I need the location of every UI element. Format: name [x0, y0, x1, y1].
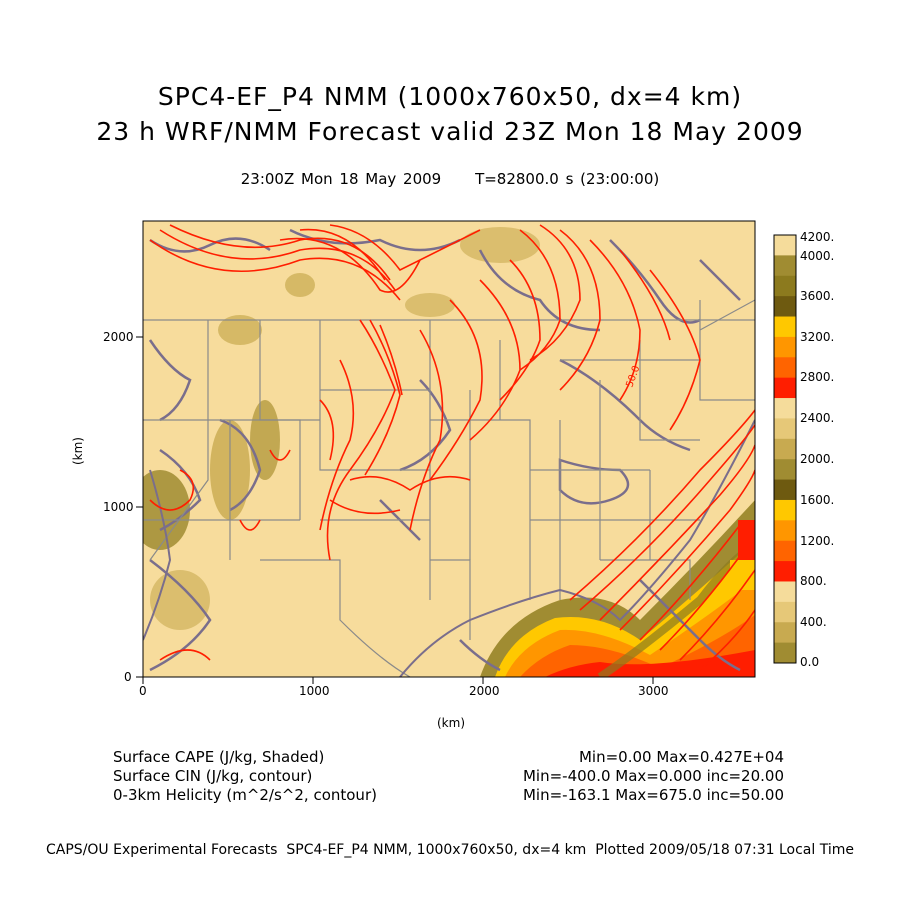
colorbar-label: 0.0: [800, 655, 820, 669]
x-tick-label-2000: 2000: [469, 684, 500, 698]
y-tick-label-0: 0: [124, 670, 132, 684]
colorbar-swatch: [774, 479, 796, 501]
colorbar-label: 4000.: [800, 249, 835, 263]
colorbar-label: 3600.: [800, 289, 835, 303]
helicity-contours: [149, 224, 755, 671]
colorbar-swatch: [774, 499, 796, 521]
colorbar-swatch: [774, 438, 796, 460]
plot-frame: [142, 220, 756, 678]
colorbar-label: 2400.: [800, 411, 835, 425]
colorbar-label: 1600.: [800, 493, 835, 507]
colorbar-label: 3200.: [800, 330, 835, 344]
colorbar-swatch: [774, 235, 796, 256]
x-tick-label-1000: 1000: [299, 684, 330, 698]
colorbar-swatch: [774, 398, 796, 419]
y-tick-label-2000: 2000: [103, 330, 134, 344]
colorbar-swatch: [774, 275, 796, 297]
legend-stats-cape: Min=0.00 Max=0.427E+04: [578, 748, 784, 766]
colorbar-swatch: [774, 540, 796, 562]
coastlines: [143, 419, 755, 677]
colorbar-swatch: [774, 520, 796, 542]
colorbar-swatch: [774, 377, 796, 399]
footer-credits: CAPS/OU Experimental Forecasts SPC4-EF_P…: [46, 842, 854, 858]
colorbar-swatch: [774, 581, 796, 603]
x-tick-label-0: 0: [139, 684, 147, 698]
axis-ticks: [136, 336, 654, 684]
colorbar-frame: [773, 234, 797, 664]
legend-name-cin: Surface CIN (J/kg, contour): [113, 767, 313, 785]
title-line-2: 23 h WRF/NMM Forecast valid 23Z Mon 18 M…: [96, 117, 804, 146]
colorbar-swatch: [774, 622, 796, 644]
colorbar-label: 4200.: [800, 230, 835, 244]
colorbar: [773, 234, 797, 664]
legend-stats-cin: Min=-400.0 Max=0.000 inc=20.00: [522, 767, 784, 785]
state-boundaries: [143, 299, 755, 677]
legend-name-cape: Surface CAPE (J/kg, Shaded): [113, 748, 325, 766]
colorbar-swatch: [774, 357, 796, 379]
x-tick-label-3000: 3000: [638, 684, 669, 698]
colorbar-label: 2800.: [800, 370, 835, 384]
y-tick-label-1000: 1000: [103, 500, 134, 514]
colorbar-swatch: [774, 601, 796, 623]
valid-time-line: 23:00Z Mon 18 May 2009 T=82800.0 s (23:0…: [240, 170, 660, 188]
legend-name-helicity: 0-3km Helicity (m^2/s^2, contour): [113, 786, 377, 804]
map-plot-area: 50.0: [143, 221, 755, 677]
y-axis-label: (km): [71, 436, 86, 466]
colorbar-swatch: [774, 316, 796, 338]
colorbar-swatch: [774, 418, 796, 440]
colorbar-swatch: [774, 296, 796, 318]
title-line-1: SPC4-EF_P4 NMM (1000x760x50, dx=4 km): [157, 82, 743, 111]
colorbar-swatch: [774, 336, 796, 358]
colorbar-label: 1200.: [800, 534, 835, 548]
colorbar-label: 400.: [800, 615, 827, 629]
colorbar-swatch: [774, 255, 796, 277]
colorbar-swatch: [774, 561, 796, 582]
x-axis-label: (km): [437, 716, 466, 730]
colorbar-swatch: [774, 642, 796, 664]
colorbar-label: 800.: [800, 574, 827, 588]
cape-shading: [143, 227, 755, 677]
colorbar-swatch: [774, 459, 796, 481]
legend-stats-helicity: Min=-163.1 Max=675.0 inc=50.00: [522, 786, 784, 804]
colorbar-label: 2000.: [800, 452, 835, 466]
